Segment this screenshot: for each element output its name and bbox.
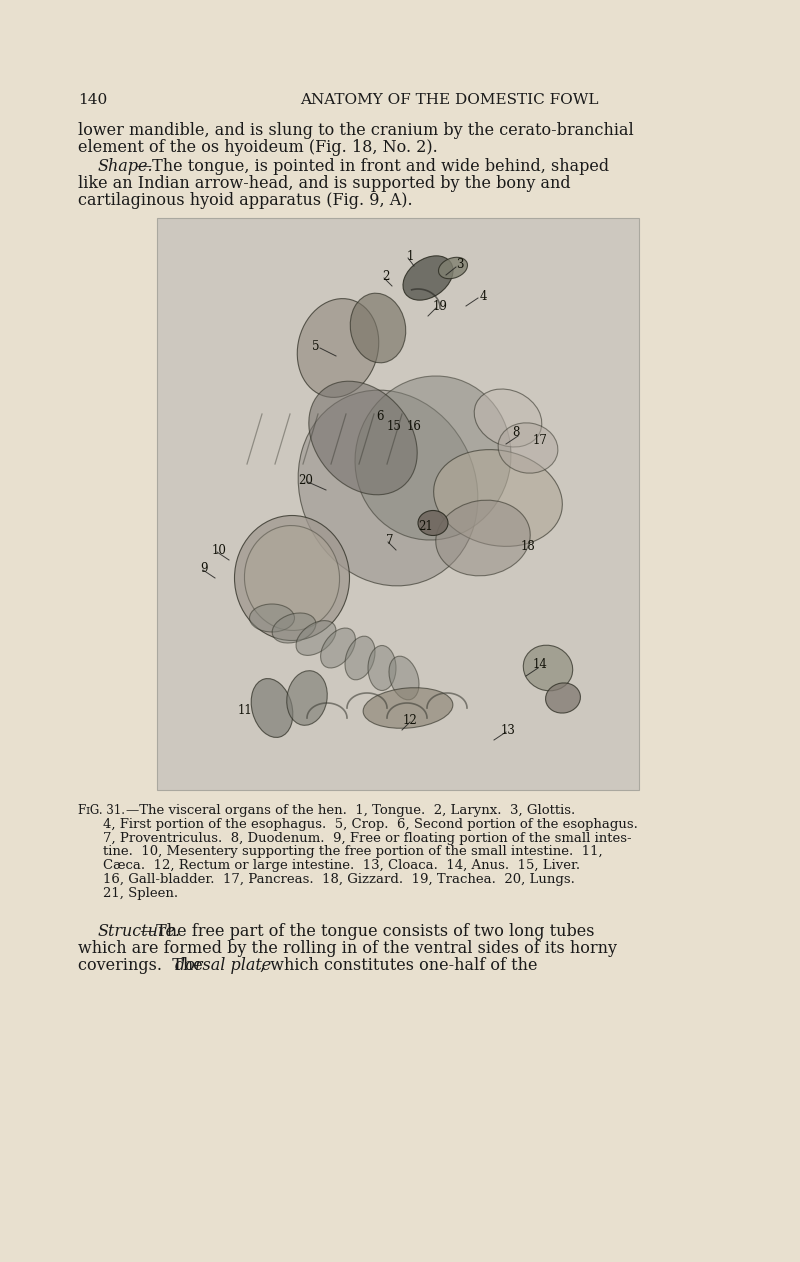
Text: 9: 9 bbox=[200, 562, 208, 574]
Text: 8: 8 bbox=[512, 427, 520, 439]
Bar bbox=[157, 218, 639, 790]
Text: 13: 13 bbox=[501, 723, 515, 737]
Ellipse shape bbox=[436, 500, 530, 575]
Ellipse shape bbox=[474, 389, 542, 447]
Ellipse shape bbox=[498, 423, 558, 473]
Text: coverings.  The: coverings. The bbox=[78, 957, 208, 973]
Text: 3: 3 bbox=[456, 259, 464, 271]
Text: 7: 7 bbox=[386, 534, 394, 546]
Text: element of the os hyoideum (Fig. 18, No. 2).: element of the os hyoideum (Fig. 18, No.… bbox=[78, 139, 438, 156]
Text: 10: 10 bbox=[211, 544, 226, 557]
Text: 15: 15 bbox=[386, 419, 402, 433]
Text: —The free part of the tongue consists of two long tubes: —The free part of the tongue consists of… bbox=[140, 923, 594, 940]
Ellipse shape bbox=[298, 299, 378, 398]
Ellipse shape bbox=[389, 656, 419, 700]
Text: lower mandible, and is slung to the cranium by the cerato-branchial: lower mandible, and is slung to the cran… bbox=[78, 122, 634, 139]
Ellipse shape bbox=[546, 683, 581, 713]
Text: 11: 11 bbox=[238, 703, 252, 717]
Text: 4, First portion of the esophagus.  5, Crop.  6, Second portion of the esophagus: 4, First portion of the esophagus. 5, Cr… bbox=[103, 818, 638, 830]
Ellipse shape bbox=[345, 636, 375, 680]
Ellipse shape bbox=[286, 670, 327, 726]
Text: 6: 6 bbox=[376, 409, 384, 423]
Text: 16: 16 bbox=[406, 419, 422, 433]
Text: tine.  10, Mesentery supporting the free portion of the small intestine.  11,: tine. 10, Mesentery supporting the free … bbox=[103, 846, 602, 858]
Text: 20: 20 bbox=[298, 473, 314, 486]
Ellipse shape bbox=[438, 257, 467, 279]
Ellipse shape bbox=[355, 376, 511, 540]
Ellipse shape bbox=[245, 525, 339, 631]
Text: 19: 19 bbox=[433, 299, 447, 313]
Ellipse shape bbox=[309, 381, 418, 495]
Text: , which constitutes one-half of the: , which constitutes one-half of the bbox=[260, 957, 538, 973]
Ellipse shape bbox=[321, 628, 355, 668]
Ellipse shape bbox=[418, 511, 448, 535]
Text: which are formed by the rolling in of the ventral sides of its horny: which are formed by the rolling in of th… bbox=[78, 940, 617, 957]
Text: dorsal plate: dorsal plate bbox=[175, 957, 271, 973]
Text: ANATOMY OF THE DOMESTIC FOWL: ANATOMY OF THE DOMESTIC FOWL bbox=[300, 93, 598, 107]
Ellipse shape bbox=[251, 679, 293, 737]
Text: 17: 17 bbox=[533, 434, 547, 447]
Text: like an Indian arrow-head, and is supported by the bony and: like an Indian arrow-head, and is suppor… bbox=[78, 175, 570, 192]
Ellipse shape bbox=[234, 515, 350, 641]
Ellipse shape bbox=[523, 645, 573, 690]
Text: 16, Gall-bladder.  17, Pancreas.  18, Gizzard.  19, Trachea.  20, Lungs.: 16, Gall-bladder. 17, Pancreas. 18, Gizz… bbox=[103, 873, 575, 886]
Text: cartilaginous hyoid apparatus (Fig. 9, A).: cartilaginous hyoid apparatus (Fig. 9, A… bbox=[78, 192, 413, 209]
Text: 12: 12 bbox=[402, 713, 418, 727]
Text: 21, Spleen.: 21, Spleen. bbox=[103, 887, 178, 900]
Ellipse shape bbox=[434, 449, 562, 546]
Text: —The tongue, is pointed in front and wide behind, shaped: —The tongue, is pointed in front and wid… bbox=[136, 158, 609, 175]
Text: 140: 140 bbox=[78, 93, 107, 107]
Text: 7, Proventriculus.  8, Duodenum.  9, Free or floating portion of the small intes: 7, Proventriculus. 8, Duodenum. 9, Free … bbox=[103, 832, 632, 844]
Text: Structure.: Structure. bbox=[98, 923, 181, 940]
Ellipse shape bbox=[403, 256, 453, 300]
Text: 4: 4 bbox=[479, 289, 486, 303]
Ellipse shape bbox=[296, 621, 336, 655]
Text: 14: 14 bbox=[533, 659, 547, 671]
Text: 1: 1 bbox=[406, 250, 414, 262]
Text: 2: 2 bbox=[382, 270, 390, 283]
Text: 5: 5 bbox=[312, 339, 320, 352]
Ellipse shape bbox=[363, 688, 453, 728]
Text: —The visceral organs of the hen.  1, Tongue.  2, Larynx.  3, Glottis.: —The visceral organs of the hen. 1, Tong… bbox=[126, 804, 575, 817]
Text: 21: 21 bbox=[418, 520, 434, 533]
Ellipse shape bbox=[298, 390, 478, 586]
Ellipse shape bbox=[272, 613, 316, 644]
Ellipse shape bbox=[368, 645, 396, 690]
Text: FɪG. 31.: FɪG. 31. bbox=[78, 804, 125, 817]
Ellipse shape bbox=[350, 293, 406, 362]
Text: Shape.: Shape. bbox=[98, 158, 154, 175]
Text: Cæca.  12, Rectum or large intestine.  13, Cloaca.  14, Anus.  15, Liver.: Cæca. 12, Rectum or large intestine. 13,… bbox=[103, 859, 580, 872]
Text: 18: 18 bbox=[521, 539, 535, 553]
Ellipse shape bbox=[250, 604, 294, 632]
